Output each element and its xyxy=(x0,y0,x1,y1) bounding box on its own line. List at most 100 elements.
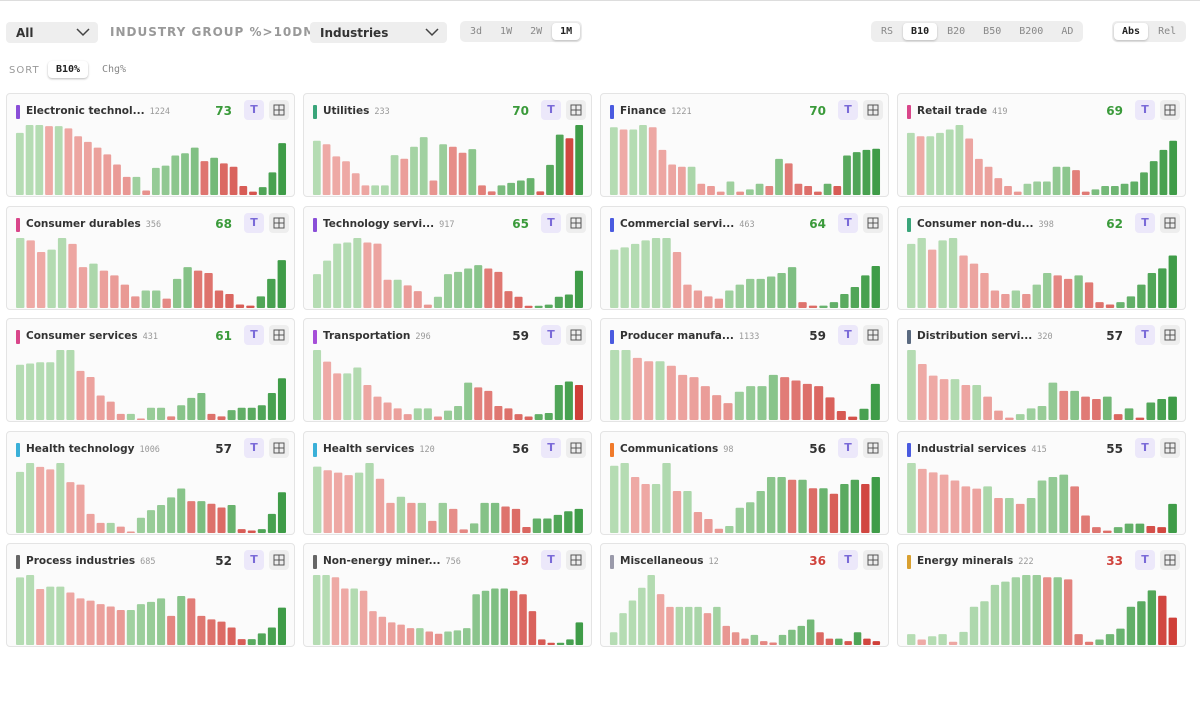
toggle-button[interactable]: B20 xyxy=(947,26,966,37)
industry-card[interactable]: Consumer services 431 61 T xyxy=(6,318,295,422)
grid-button[interactable] xyxy=(269,437,289,458)
t-button[interactable]: T xyxy=(244,212,264,233)
grid-button[interactable] xyxy=(1160,212,1180,233)
t-button[interactable]: T xyxy=(838,100,858,120)
industry-card[interactable]: Miscellaneous 12 36 T xyxy=(600,543,889,647)
bar xyxy=(1013,191,1022,195)
dropdown[interactable]: All xyxy=(6,22,98,43)
bar xyxy=(630,243,640,308)
industry-card[interactable]: Finance 1221 70 T xyxy=(600,93,889,197)
industry-card[interactable]: Consumer durables 356 68 T xyxy=(6,205,295,310)
t-button[interactable]: T xyxy=(1135,212,1155,233)
grid-button[interactable] xyxy=(863,437,883,458)
t-button[interactable]: T xyxy=(1135,325,1155,345)
bar xyxy=(969,606,979,645)
t-button[interactable]: T xyxy=(541,325,561,345)
industry-card[interactable]: Retail trade 419 69 T xyxy=(897,93,1186,197)
grid-button[interactable] xyxy=(1160,550,1180,570)
t-button[interactable]: T xyxy=(838,550,858,570)
t-button[interactable]: T xyxy=(838,212,858,233)
grid-button[interactable] xyxy=(566,550,586,570)
toggle-button[interactable]: 2W xyxy=(530,26,543,37)
t-button[interactable]: T xyxy=(541,212,561,233)
stock-count: 1006 xyxy=(139,444,160,455)
t-button[interactable]: T xyxy=(244,100,264,120)
grid-button[interactable] xyxy=(269,212,289,233)
toggle-button[interactable]: 3d xyxy=(470,26,483,37)
grid-button[interactable] xyxy=(1160,100,1180,120)
t-button[interactable]: T xyxy=(1135,100,1155,120)
bar xyxy=(277,378,286,420)
industry-card[interactable]: Industrial services 415 55 T xyxy=(897,430,1186,535)
t-button[interactable]: T xyxy=(541,100,561,120)
industry-name: Communications xyxy=(620,442,719,455)
bar xyxy=(511,508,521,533)
grid-button[interactable] xyxy=(1160,325,1180,345)
industry-card[interactable]: Electronic technol... 1224 73 T xyxy=(6,93,295,197)
t-button[interactable]: T xyxy=(1135,550,1155,570)
industry-card[interactable]: Consumer non-du... 398 62 T xyxy=(897,205,1186,310)
toggle-button[interactable]: AD xyxy=(1061,26,1074,37)
grid-button[interactable] xyxy=(566,100,586,120)
t-button[interactable]: T xyxy=(244,437,264,458)
industry-card[interactable]: Process industries 685 52 T xyxy=(6,543,295,647)
sort-button[interactable]: Chg% xyxy=(102,64,127,75)
industry-card[interactable]: Communications 98 56 T xyxy=(600,430,889,535)
toggle-button[interactable]: 1W xyxy=(500,26,513,37)
t-button[interactable]: T xyxy=(838,437,858,458)
t-button[interactable]: T xyxy=(1135,437,1155,458)
industry-card[interactable]: Producer manufa... 1133 59 T xyxy=(600,318,889,422)
industry-card[interactable]: Health technology 1006 57 T xyxy=(6,430,295,535)
t-button[interactable]: T xyxy=(541,550,561,570)
grid-button[interactable] xyxy=(566,325,586,345)
grid-button[interactable] xyxy=(863,550,883,570)
bar xyxy=(122,176,131,195)
grid-button[interactable] xyxy=(269,325,289,345)
grid-button[interactable] xyxy=(863,100,883,120)
bar xyxy=(969,263,979,308)
grid-button[interactable] xyxy=(1160,437,1180,458)
card-title: Retail trade 419 xyxy=(917,105,1007,117)
toggle-button[interactable]: Abs xyxy=(1114,23,1149,40)
industry-card[interactable]: Transportation 296 59 T xyxy=(303,318,592,422)
industry-card[interactable]: Distribution servi... 320 57 T xyxy=(897,318,1186,422)
industry-card[interactable]: Utilities 233 70 T xyxy=(303,93,592,197)
industry-card[interactable]: Energy minerals 222 33 T xyxy=(897,543,1186,647)
bar xyxy=(76,598,85,645)
bar xyxy=(425,631,433,645)
t-button[interactable]: T xyxy=(244,325,264,345)
toggle-button[interactable]: 1M xyxy=(552,23,581,40)
grid-button[interactable] xyxy=(269,100,289,120)
bar xyxy=(544,304,553,308)
industry-card[interactable]: Non-energy miner... 756 39 T xyxy=(303,543,592,647)
bar xyxy=(666,606,674,645)
grid-button[interactable] xyxy=(863,212,883,233)
grid-icon xyxy=(570,217,582,228)
bar xyxy=(177,596,186,645)
toggle-button[interactable]: B50 xyxy=(983,26,1002,37)
bar xyxy=(916,136,925,195)
grid-button[interactable] xyxy=(269,550,289,570)
industry-card[interactable]: Commercial servi... 463 64 T xyxy=(600,205,889,310)
bar xyxy=(1063,579,1073,645)
bar xyxy=(96,604,105,645)
bar xyxy=(46,362,55,420)
industry-card[interactable]: Technology servi... 917 65 T xyxy=(303,205,592,310)
toggle-button[interactable]: RS xyxy=(881,26,894,37)
t-button[interactable]: T xyxy=(541,437,561,458)
dropdown[interactable]: Industries xyxy=(310,22,447,43)
industry-name: Retail trade xyxy=(917,105,988,117)
toggle-button[interactable]: B200 xyxy=(1019,26,1044,37)
toggle-button[interactable]: Rel xyxy=(1158,26,1177,37)
t-button[interactable]: T xyxy=(244,550,264,570)
toggle-button[interactable]: B10 xyxy=(903,23,938,40)
industry-name: Consumer non-du... xyxy=(917,217,1034,230)
grid-button[interactable] xyxy=(863,325,883,345)
grid-button[interactable] xyxy=(566,212,586,233)
t-button[interactable]: T xyxy=(838,325,858,345)
industry-card[interactable]: Health services 120 56 T xyxy=(303,430,592,535)
grid-button[interactable] xyxy=(566,437,586,458)
sort-button[interactable]: B10% xyxy=(48,61,89,78)
industry-name: Finance xyxy=(620,105,667,117)
score: 62 xyxy=(1106,216,1123,231)
